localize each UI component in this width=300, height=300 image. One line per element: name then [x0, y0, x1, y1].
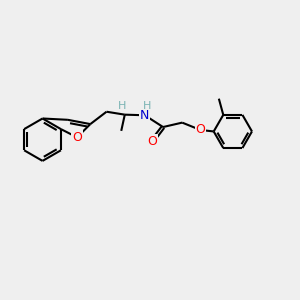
Text: H: H [143, 101, 151, 111]
Text: N: N [140, 109, 149, 122]
Text: H: H [118, 101, 126, 111]
Text: O: O [72, 131, 82, 144]
Text: O: O [196, 124, 206, 136]
Text: O: O [147, 135, 157, 148]
